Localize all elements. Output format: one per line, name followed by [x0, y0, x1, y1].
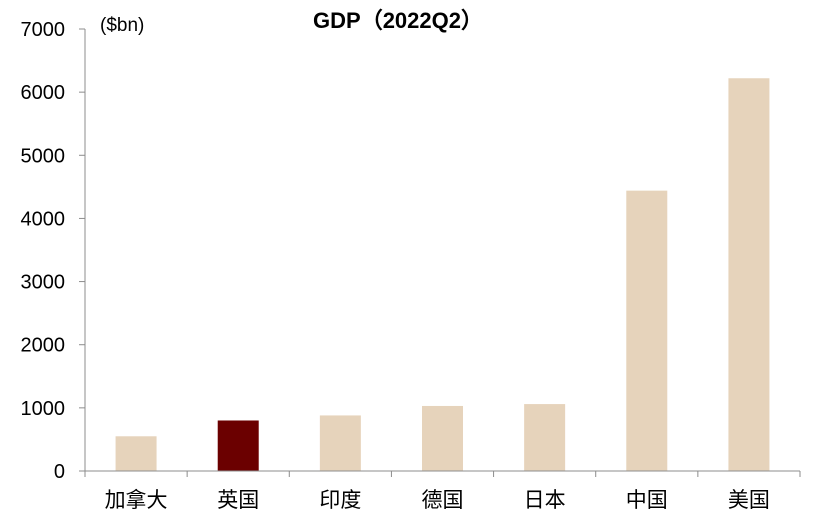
- chart-title: GDP（2022Q2）: [313, 8, 483, 33]
- bar-3: [422, 405, 463, 471]
- x-category-label: 加拿大: [105, 488, 168, 512]
- y-tick-label: 1000: [21, 398, 66, 420]
- y-axis-ticks: 0 1000 2000 3000 4000 5000 6000 7000: [21, 19, 85, 483]
- x-axis-labels: 加拿大 英国 印度 德国 日本 中国 美国: [105, 488, 770, 512]
- x-category-label: 日本: [524, 488, 566, 512]
- bar-4: [524, 404, 566, 471]
- bar-0: [115, 436, 157, 471]
- y-tick-label: 4000: [21, 208, 66, 230]
- x-category-label: 美国: [728, 488, 770, 512]
- y-tick-label: 0: [54, 461, 65, 483]
- axes: [84, 29, 801, 477]
- bar-2: [319, 415, 361, 471]
- bars: [115, 78, 770, 471]
- x-category-label: 英国: [217, 488, 259, 512]
- y-tick-label: 5000: [21, 145, 66, 167]
- x-category-label: 中国: [626, 488, 668, 512]
- bar-6: [728, 78, 770, 471]
- x-category-label: 德国: [422, 488, 464, 512]
- bar-1: [217, 420, 259, 471]
- y-tick-label: 3000: [21, 272, 66, 294]
- bar-5: [626, 190, 668, 471]
- y-tick-label: 7000: [21, 19, 66, 41]
- y-tick-label: 6000: [21, 82, 66, 104]
- x-category-label: 印度: [319, 488, 361, 512]
- y-axis-unit-label: ($bn): [100, 15, 144, 36]
- y-tick-label: 2000: [21, 335, 66, 357]
